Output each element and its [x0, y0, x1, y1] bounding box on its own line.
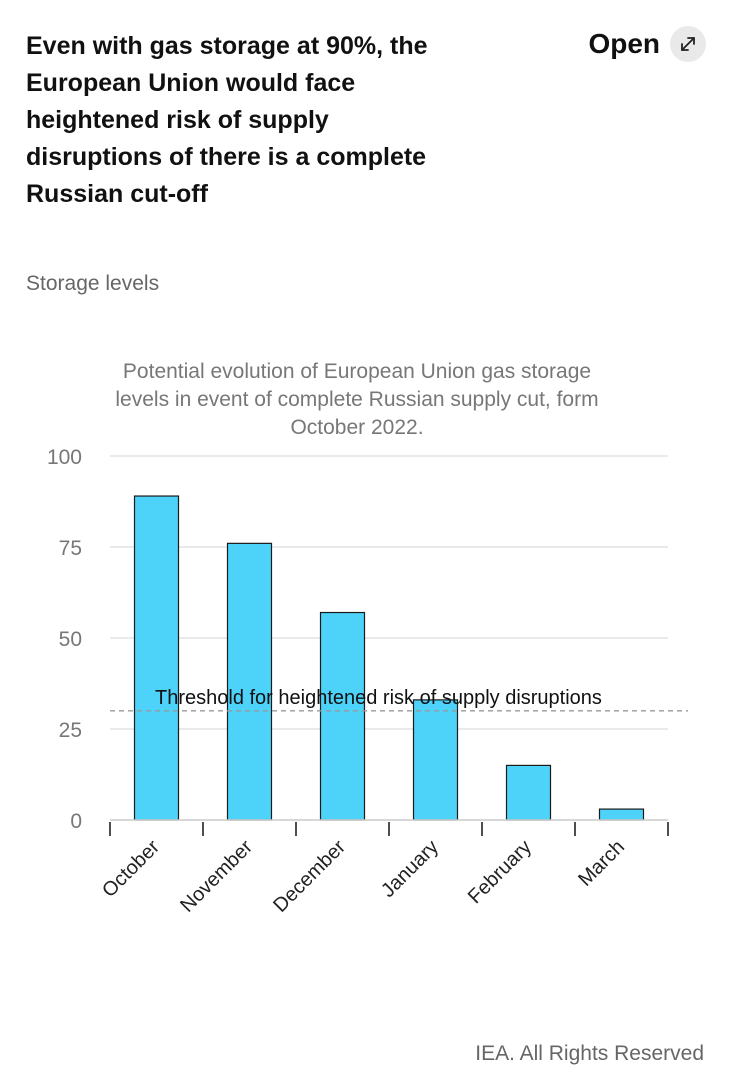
bar-october: [133, 495, 180, 821]
y-tick-label: 50: [59, 628, 82, 651]
headline: Even with gas storage at 90%, the Europe…: [26, 32, 428, 208]
bar-december: [319, 611, 366, 821]
y-tick-label: 75: [59, 537, 82, 560]
chart-title-line: October 2022.: [290, 416, 423, 439]
y-tick-label: 25: [59, 719, 82, 742]
bar-january: [412, 699, 459, 821]
section-label: Storage levels: [26, 272, 160, 295]
x-tick-label: October: [98, 836, 164, 902]
footer-credit: IEA. All Rights Reserved: [475, 1042, 704, 1065]
open-button-label: Open: [588, 28, 660, 59]
open-button[interactable]: Open: [588, 26, 706, 62]
x-tick-label: January: [377, 836, 443, 902]
x-tick-label: March: [574, 836, 629, 891]
y-tick-label: 100: [47, 446, 82, 469]
x-tick-label: February: [464, 836, 536, 908]
x-tick-label: November: [176, 836, 257, 917]
chart-title-line: Potential evolution of European Union ga…: [123, 360, 591, 383]
bar-chart: Potential evolution of European Union ga…: [47, 360, 688, 917]
chart-title-line: levels in event of complete Russian supp…: [115, 388, 598, 411]
threshold-label: Threshold for heightened risk of supply …: [155, 687, 602, 709]
external-arrow-icon[interactable]: [670, 26, 706, 62]
bar-november: [226, 542, 273, 821]
bar-february: [505, 764, 552, 821]
bar-march: [598, 808, 645, 821]
x-tick-label: December: [269, 836, 350, 917]
y-tick-label: 0: [70, 810, 82, 833]
